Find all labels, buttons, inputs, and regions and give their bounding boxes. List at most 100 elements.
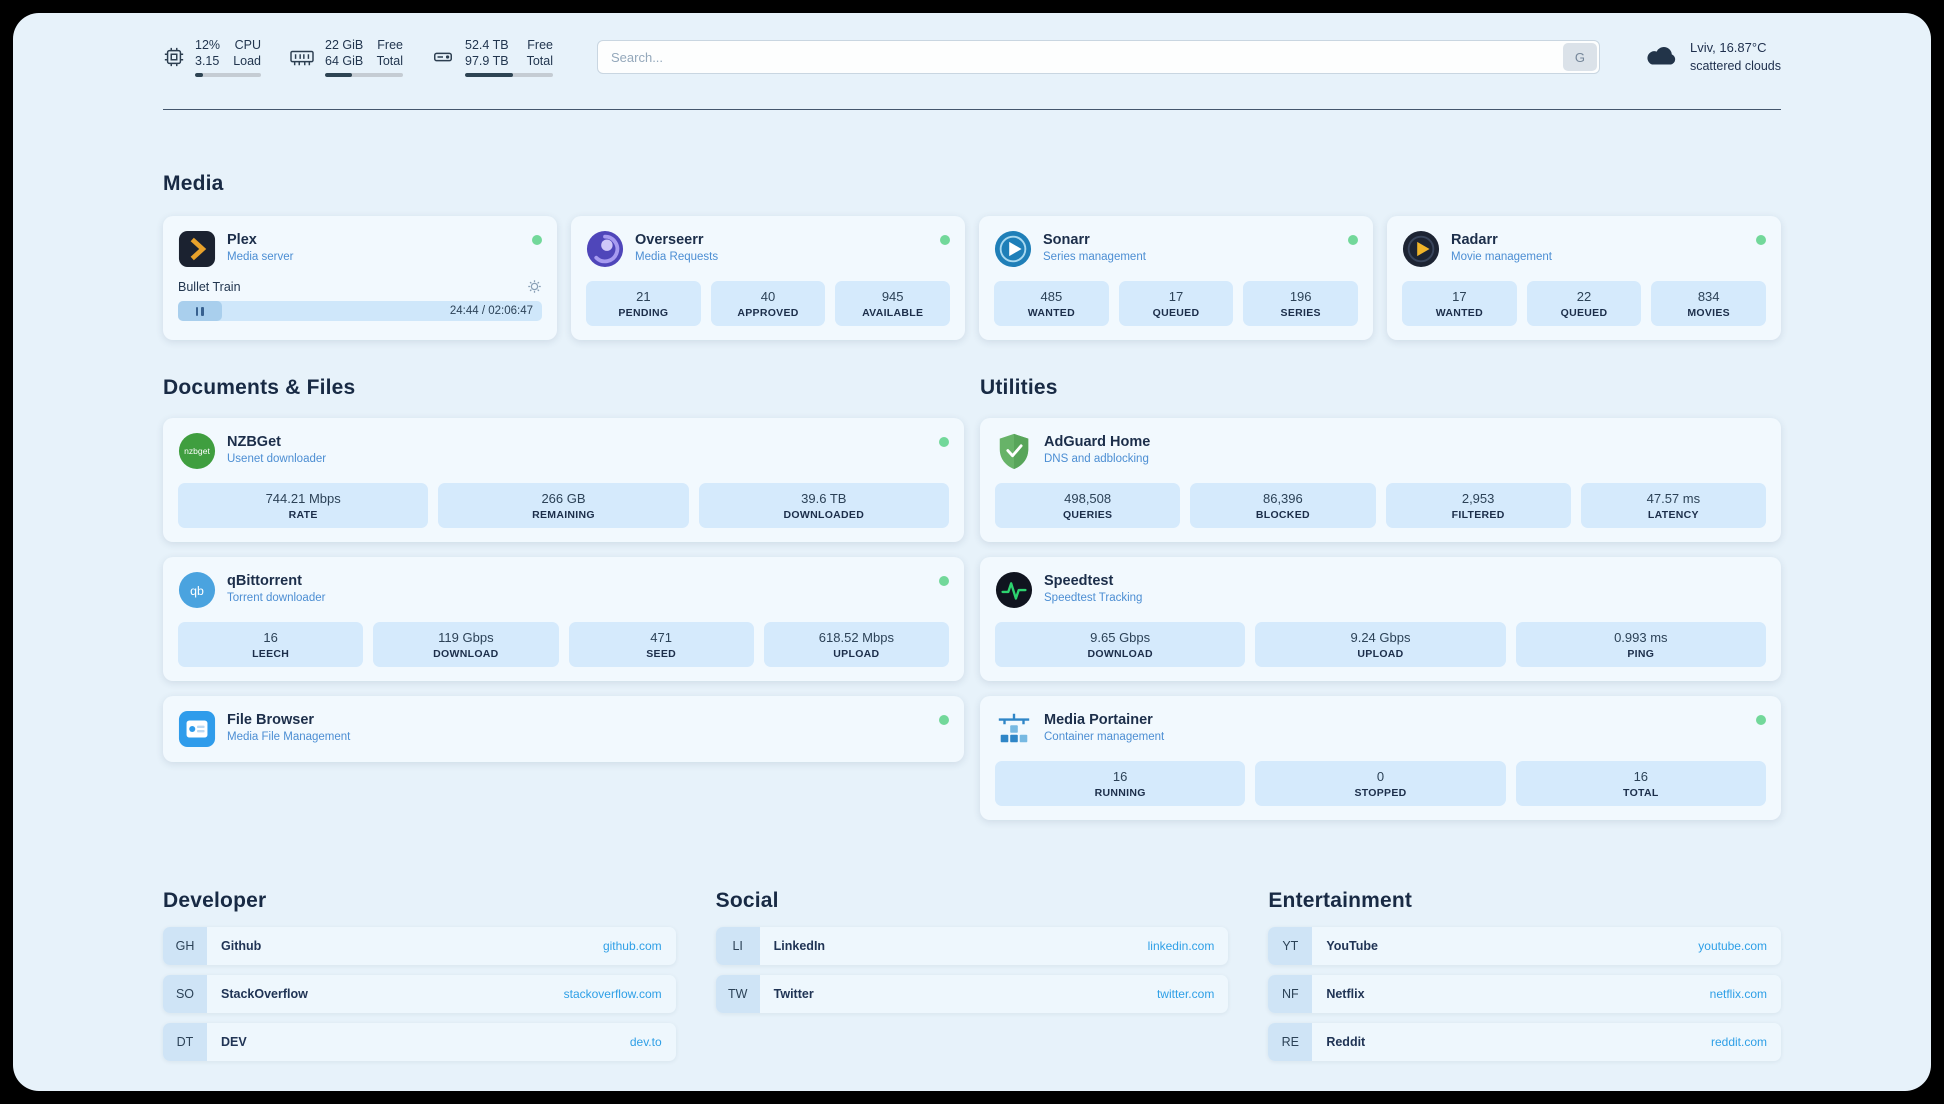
radarr-titles: Radarr Movie management	[1451, 230, 1552, 263]
app-name: Overseerr	[635, 232, 704, 248]
app-subtitle: Torrent downloader	[227, 592, 326, 604]
developer-section: Developer GH Github github.com SO StackO…	[163, 889, 676, 1061]
stat-label: QUEUED	[1152, 307, 1200, 319]
bookmark-linkedin[interactable]: LI LinkedIn linkedin.com	[715, 927, 1229, 965]
app-name: NZBGet	[227, 434, 281, 450]
speedtest-card[interactable]: Speedtest Speedtest Tracking 9.65 Gbps D…	[980, 557, 1781, 681]
cpu-label: CPU	[234, 37, 261, 52]
bookmark-abbr: RE	[1268, 1023, 1313, 1061]
bookmark-name: StackOverflow	[221, 987, 308, 1001]
app-subtitle: Usenet downloader	[227, 453, 327, 465]
bookmark-dev[interactable]: DT DEV dev.to	[163, 1023, 676, 1061]
cpu-chip-icon	[163, 46, 185, 68]
cpu-usage-row: 12% CPU	[195, 37, 261, 53]
bookmark-github[interactable]: GH Github github.com	[163, 927, 676, 965]
stat-latency: 47.57 ms LATENCY	[1580, 483, 1766, 528]
bookmark-name: Reddit	[1326, 1035, 1366, 1049]
bookmark-url[interactable]: netflix.com	[1709, 987, 1767, 1001]
stat-label: TOTAL	[1623, 787, 1659, 799]
stat-queries: 498,508 QUERIES	[995, 483, 1181, 528]
bookmark-stackoverflow[interactable]: SO StackOverflow stackoverflow.com	[163, 975, 676, 1013]
stat-movies: 834 MOVIES	[1651, 281, 1767, 326]
plex-card[interactable]: Plex Media server Bullet Train 24:44 / 0…	[163, 216, 557, 340]
playback-progressbar[interactable]: 24:44 / 02:06:47	[178, 301, 542, 321]
portainer-card-head: Media Portainer Container management	[995, 710, 1766, 748]
stat-ping: 0.993 ms PING	[1515, 622, 1766, 667]
bookmark-url[interactable]: github.com	[602, 939, 662, 953]
utilities-section-title: Utilities	[980, 376, 1058, 399]
stat-value: 22	[1576, 289, 1592, 304]
weather-condition: scattered clouds	[1689, 59, 1781, 74]
status-dot	[532, 235, 542, 245]
bookmark-abbr: TW	[715, 975, 760, 1013]
social-section-title: Social	[715, 889, 779, 912]
bookmark-netflix[interactable]: NF Netflix netflix.com	[1268, 975, 1781, 1013]
disk-free-value: 52.4 TB	[465, 37, 509, 52]
system-metrics: 12% CPU 3.15 Load	[163, 37, 553, 78]
app-subtitle: Speedtest Tracking	[1044, 592, 1143, 604]
stat-label: FILTERED	[1451, 509, 1505, 521]
ram-free-label: Free	[377, 37, 403, 52]
bookmark-url[interactable]: twitter.com	[1156, 987, 1215, 1001]
qbittorrent-card[interactable]: qb qBittorrent Torrent downloader 16 LEE…	[163, 557, 964, 681]
stat-value: 39.6 TB	[801, 491, 847, 506]
stat-rate: 744.21 Mbps RATE	[178, 483, 429, 528]
overseerr-card[interactable]: Overseerr Media Requests 21 PENDING 40 A…	[571, 216, 965, 340]
bookmark-url[interactable]: linkedin.com	[1147, 939, 1215, 953]
search-input[interactable]	[597, 40, 1600, 74]
bookmark-url[interactable]: dev.to	[629, 1035, 662, 1049]
svg-text:qb: qb	[190, 584, 204, 598]
stat-label: DOWNLOAD	[1087, 648, 1153, 660]
bookmark-url[interactable]: reddit.com	[1710, 1035, 1767, 1049]
ram-metric: 22 GiB Free 64 GiB Total	[289, 37, 403, 78]
app-name: File Browser	[227, 712, 315, 728]
status-dot	[939, 715, 949, 725]
nzbget-icon: nzbget	[178, 432, 216, 470]
stat-running: 16 RUNNING	[995, 761, 1246, 806]
pause-button[interactable]	[178, 301, 222, 321]
cpu-metric-body: 12% CPU 3.15 Load	[195, 37, 261, 78]
portainer-card[interactable]: Media Portainer Container management 16 …	[980, 696, 1781, 820]
sonarr-stats: 485 WANTED 17 QUEUED 196 SERIES	[994, 281, 1359, 326]
nzbget-titles: NZBGet Usenet downloader	[227, 432, 326, 465]
stat-label: PENDING	[618, 307, 669, 319]
stat-value: 2,953	[1461, 491, 1495, 506]
filebrowser-card[interactable]: File Browser Media File Management	[163, 696, 964, 762]
disk-total-row: 97.9 TB Total	[465, 53, 553, 69]
bookmark-youtube[interactable]: YT YouTube youtube.com	[1268, 927, 1781, 965]
bookmark-url[interactable]: stackoverflow.com	[563, 987, 662, 1001]
entertainment-section-title: Entertainment	[1268, 889, 1413, 912]
speedtest-pulse-icon	[995, 571, 1033, 609]
filebrowser-card-head: File Browser Media File Management	[178, 710, 949, 748]
bookmark-url[interactable]: youtube.com	[1698, 939, 1767, 953]
gear-icon[interactable]	[527, 279, 542, 294]
stat-value: 16	[263, 630, 278, 645]
app-name: Plex	[227, 232, 257, 248]
bookmark-name: Github	[221, 939, 262, 953]
filebrowser-titles: File Browser Media File Management	[227, 710, 350, 743]
stat-value: 266 GB	[541, 491, 586, 506]
bookmark-reddit[interactable]: RE Reddit reddit.com	[1268, 1023, 1781, 1061]
stat-label: DOWNLOADED	[783, 509, 865, 521]
ram-total-row: 64 GiB Total	[325, 53, 403, 69]
adguard-card[interactable]: AdGuard Home DNS and adblocking 498,508 …	[980, 418, 1781, 542]
stat-label: PING	[1627, 648, 1655, 660]
cloud-icon	[1644, 44, 1680, 70]
qbittorrent-stats: 16 LEECH 119 Gbps DOWNLOAD 471 SEED 618.…	[178, 622, 949, 667]
bookmark-twitter[interactable]: TW Twitter twitter.com	[715, 975, 1229, 1013]
sonarr-card[interactable]: Sonarr Series management 485 WANTED 17 Q…	[979, 216, 1373, 340]
nzbget-card[interactable]: nzbget NZBGet Usenet downloader 744.21 M…	[163, 418, 964, 542]
stat-value: 485	[1040, 289, 1063, 304]
stat-label: AVAILABLE	[862, 307, 924, 319]
bookmark-name: LinkedIn	[773, 939, 826, 953]
search-engine-button[interactable]: G	[1562, 43, 1597, 71]
stat-value: 47.57 ms	[1646, 491, 1701, 506]
sonarr-card-head: Sonarr Series management	[994, 230, 1358, 268]
bookmark-abbr: NF	[1268, 975, 1313, 1013]
ram-total-label: Total	[376, 54, 403, 68]
radarr-card[interactable]: Radarr Movie management 17 WANTED 22 QUE…	[1387, 216, 1781, 340]
ram-metric-body: 22 GiB Free 64 GiB Total	[325, 37, 403, 78]
sonarr-titles: Sonarr Series management	[1043, 230, 1146, 263]
nzbget-card-head: nzbget NZBGet Usenet downloader	[178, 432, 949, 470]
stat-value: 16	[1112, 769, 1128, 784]
